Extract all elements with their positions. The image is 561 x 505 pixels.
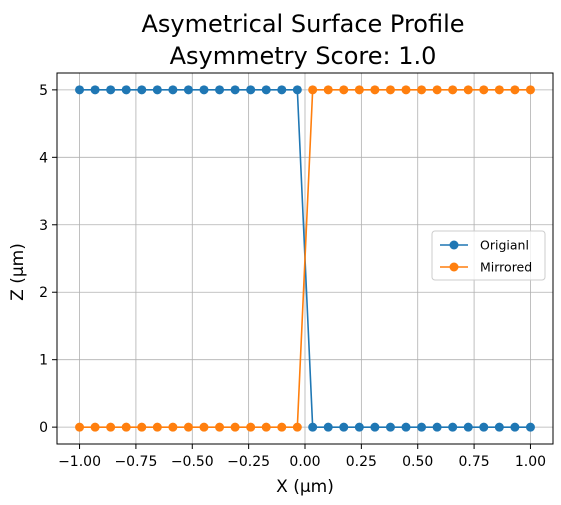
chart-title: Asymetrical Surface Profile — [141, 10, 464, 38]
data-point — [168, 85, 178, 95]
data-point — [246, 422, 256, 432]
data-point — [339, 422, 349, 432]
data-point — [323, 422, 333, 432]
data-point — [463, 422, 473, 432]
x-tick-label: −0.50 — [171, 454, 214, 470]
data-point — [199, 422, 209, 432]
y-tick-label: 2 — [39, 285, 48, 301]
data-point — [261, 85, 271, 95]
data-point — [448, 422, 458, 432]
legend-label-original: Origianl — [480, 238, 529, 253]
data-point — [494, 422, 504, 432]
data-point — [385, 85, 395, 95]
data-point — [183, 85, 193, 95]
data-point — [90, 85, 100, 95]
data-point — [137, 422, 147, 432]
data-point — [401, 422, 411, 432]
y-tick-label: 3 — [39, 218, 48, 234]
data-point — [463, 85, 473, 95]
x-tick-label: −0.75 — [114, 454, 157, 470]
data-point — [215, 85, 225, 95]
x-tick-label: 1.00 — [515, 454, 546, 470]
y-axis-label: Z (µm) — [8, 243, 28, 301]
x-tick-label: 0.00 — [289, 454, 320, 470]
x-tick-label: −0.25 — [227, 454, 270, 470]
data-point — [230, 85, 240, 95]
data-point — [90, 422, 100, 432]
data-point — [308, 422, 318, 432]
data-point — [106, 85, 116, 95]
data-point — [479, 422, 489, 432]
data-point — [215, 422, 225, 432]
data-point — [261, 422, 271, 432]
data-point — [75, 422, 85, 432]
data-point — [152, 85, 162, 95]
x-tick-label: −1.00 — [58, 454, 101, 470]
axis-ticks: −1.00 −0.75 −0.50 −0.25 0.00 0.25 0.50 0.75 1.00… — [39, 83, 546, 470]
data-point — [448, 85, 458, 95]
data-point — [401, 85, 411, 95]
data-point — [277, 422, 287, 432]
legend-marker-mirrored — [449, 262, 459, 272]
y-tick-label: 4 — [39, 150, 48, 166]
data-point — [525, 85, 535, 95]
data-point — [354, 85, 364, 95]
data-point — [75, 85, 85, 95]
y-tick-label: 1 — [39, 353, 48, 369]
data-point — [230, 422, 240, 432]
x-tick-label: 0.25 — [346, 454, 377, 470]
data-point — [121, 85, 131, 95]
data-point — [354, 422, 364, 432]
data-series — [75, 85, 535, 432]
data-point — [432, 422, 442, 432]
data-point — [246, 85, 256, 95]
data-point — [370, 85, 380, 95]
data-point — [417, 422, 427, 432]
data-point — [385, 422, 395, 432]
series-1 — [75, 85, 535, 432]
chart-subtitle: Asymmetry Score: 1.0 — [170, 42, 437, 70]
data-point — [525, 422, 535, 432]
data-point — [339, 85, 349, 95]
data-point — [292, 85, 302, 95]
data-point — [432, 85, 442, 95]
data-point — [292, 422, 302, 432]
data-point — [152, 422, 162, 432]
data-point — [277, 85, 287, 95]
y-tick-label: 0 — [39, 420, 48, 436]
data-point — [323, 85, 333, 95]
legend: Origianl Mirrored — [431, 230, 546, 281]
x-tick-label: 0.75 — [459, 454, 490, 470]
data-point — [308, 85, 318, 95]
x-axis-label: X (µm) — [276, 477, 334, 497]
data-point — [417, 85, 427, 95]
data-point — [183, 422, 193, 432]
data-point — [106, 422, 116, 432]
x-tick-label: 0.50 — [402, 454, 433, 470]
data-point — [121, 422, 131, 432]
data-point — [479, 85, 489, 95]
data-point — [199, 85, 209, 95]
data-point — [137, 85, 147, 95]
data-point — [494, 85, 504, 95]
data-point — [370, 422, 380, 432]
data-point — [168, 422, 178, 432]
data-point — [510, 85, 520, 95]
legend-marker-original — [449, 240, 459, 250]
data-point — [510, 422, 520, 432]
legend-label-mirrored: Mirrored — [480, 260, 532, 275]
y-tick-label: 5 — [39, 83, 48, 99]
